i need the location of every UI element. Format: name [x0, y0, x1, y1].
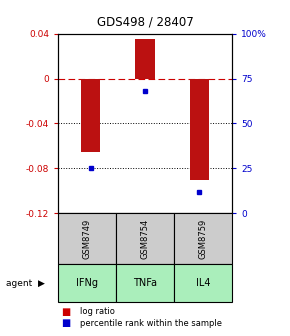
Text: GDS498 / 28407: GDS498 / 28407 [97, 15, 193, 28]
Bar [135, 39, 155, 79]
Text: GSM8759: GSM8759 [198, 218, 208, 259]
Text: percentile rank within the sample: percentile rank within the sample [80, 319, 222, 328]
Bar [190, 79, 209, 180]
Text: agent  ▶: agent ▶ [6, 279, 45, 288]
Text: GSM8749: GSM8749 [82, 218, 92, 259]
Text: log ratio: log ratio [80, 307, 115, 316]
Text: GSM8754: GSM8754 [140, 218, 150, 259]
Text: IFNg: IFNg [76, 278, 98, 288]
Text: ■: ■ [61, 307, 70, 317]
Text: TNFa: TNFa [133, 278, 157, 288]
Bar [81, 79, 100, 152]
Text: IL4: IL4 [196, 278, 210, 288]
Text: ■: ■ [61, 318, 70, 328]
